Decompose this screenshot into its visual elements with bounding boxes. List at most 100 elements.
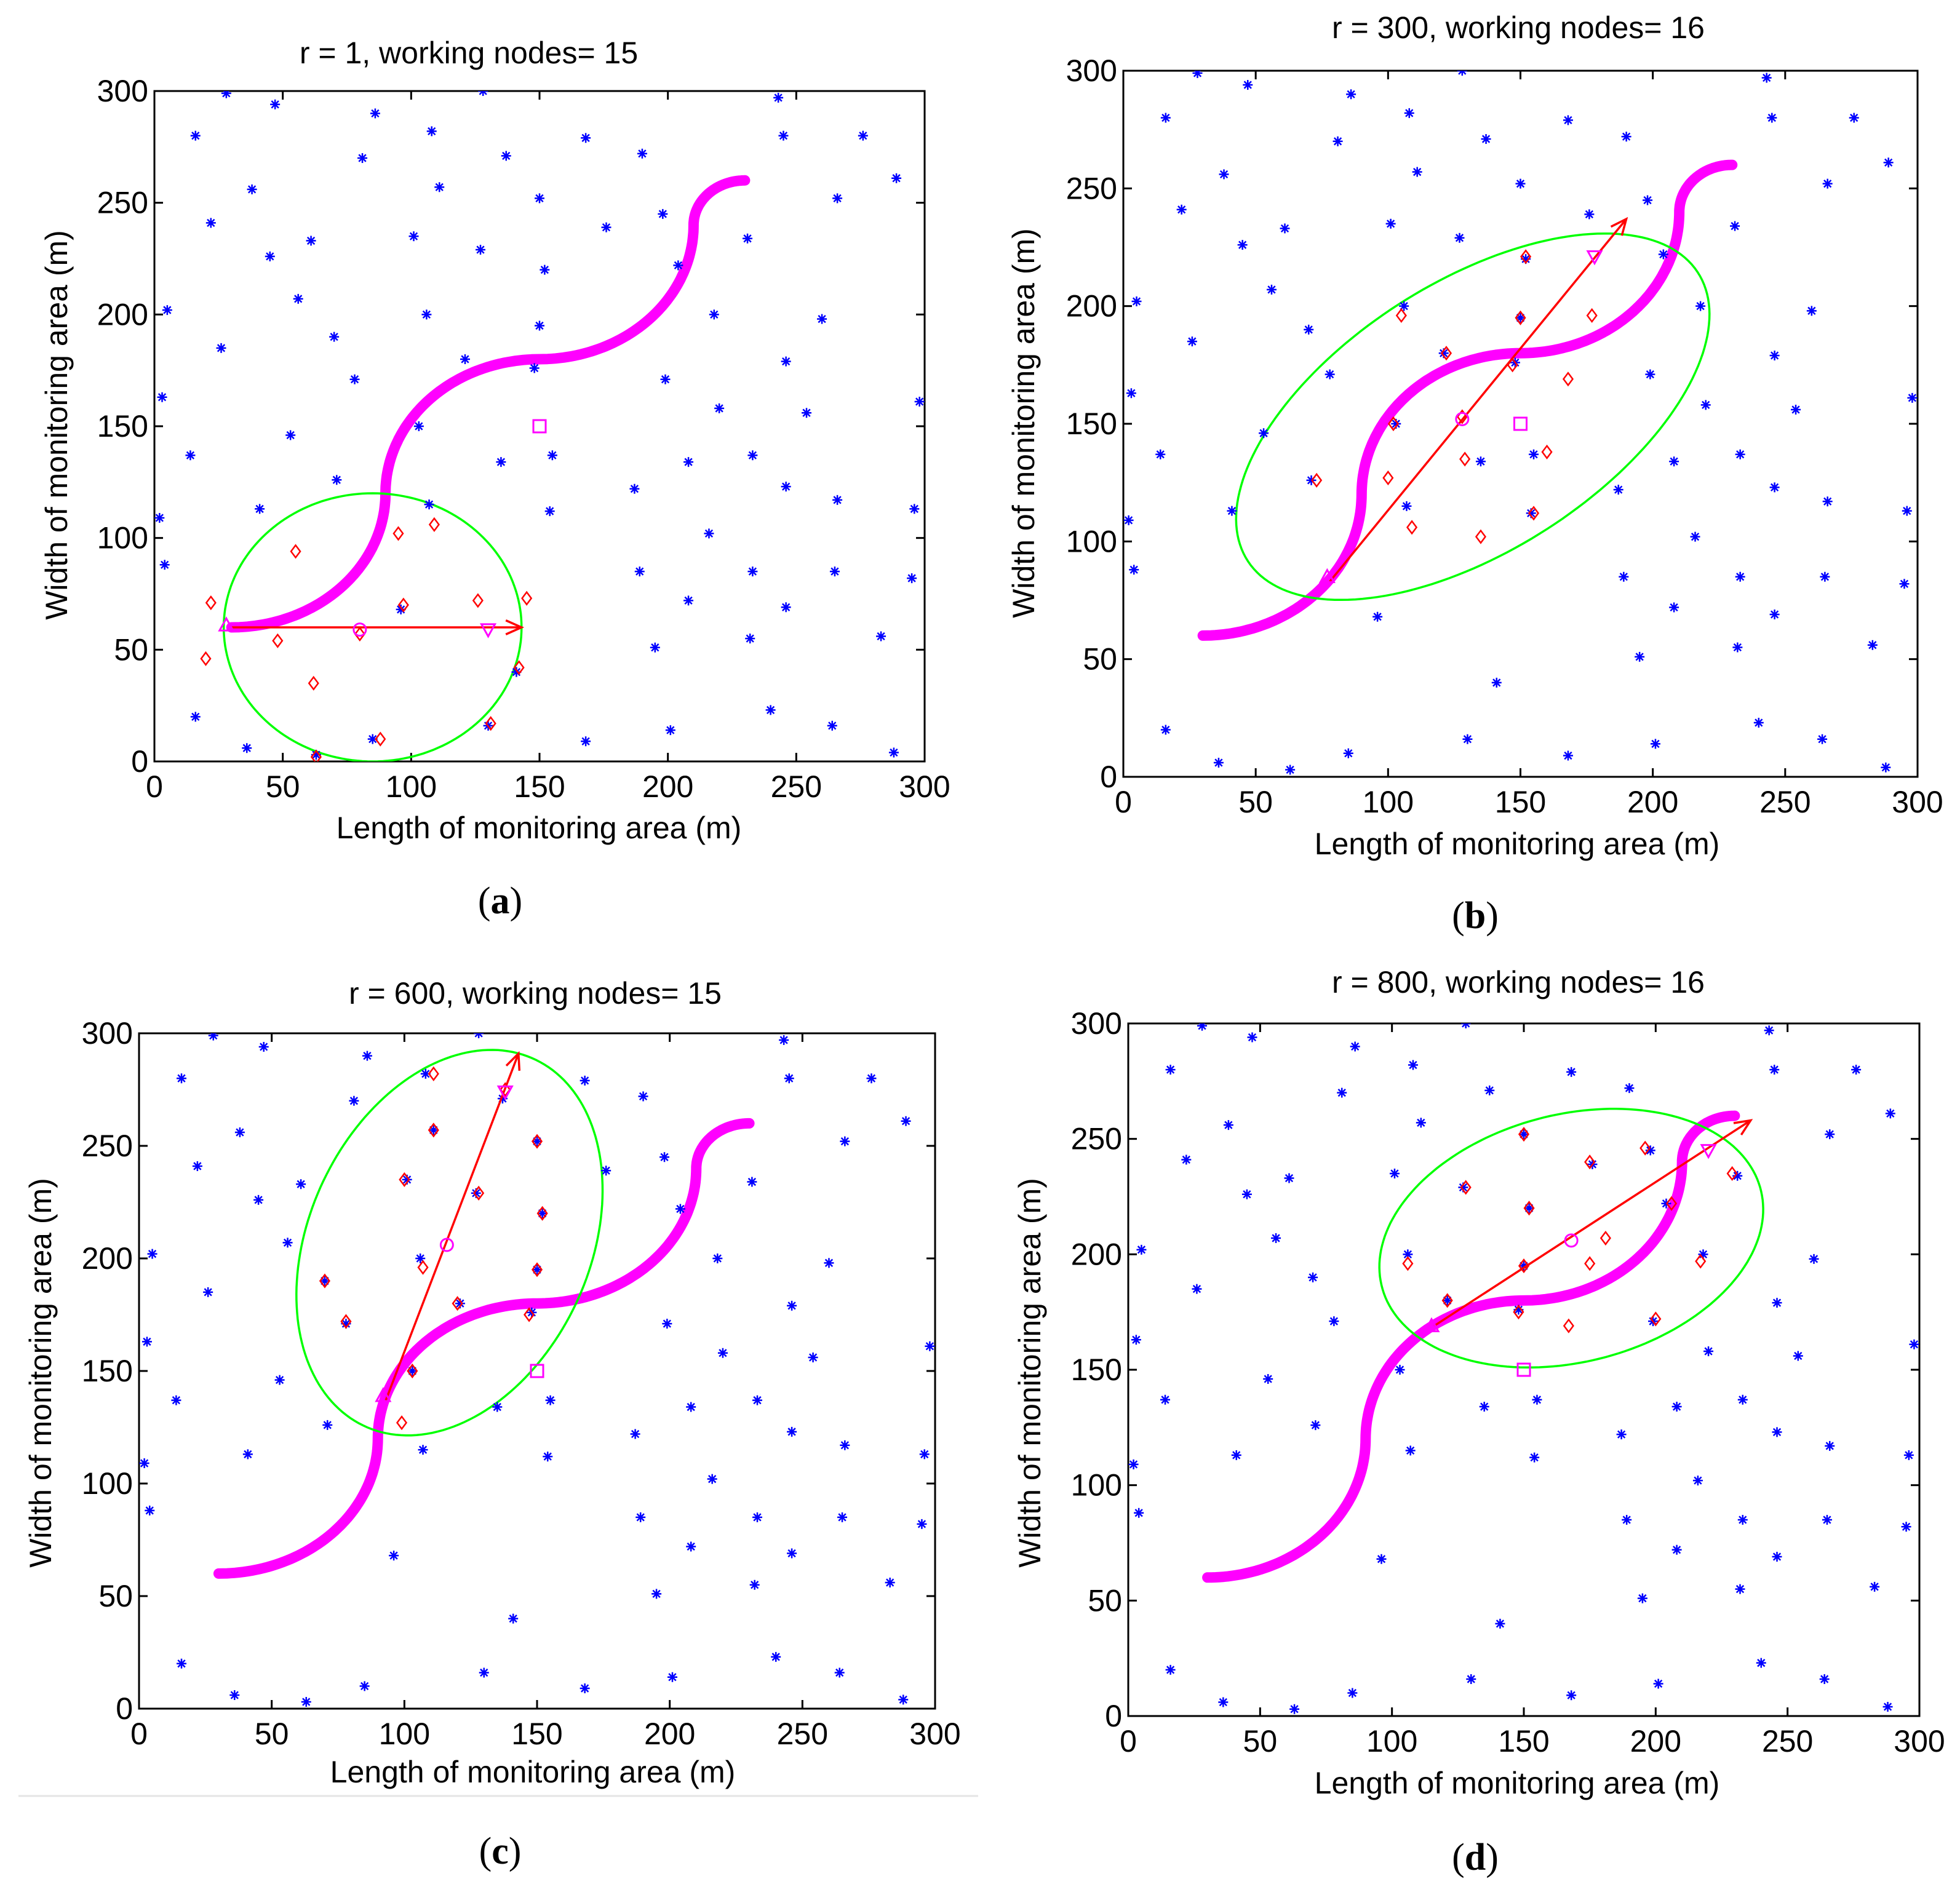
panel-c-node xyxy=(752,1512,763,1522)
panel-a-start-marker xyxy=(218,616,235,632)
panel-a-node xyxy=(426,126,437,137)
panel-c-node xyxy=(638,1091,648,1102)
panel-d-xtick-label: 0 xyxy=(1120,1724,1137,1758)
panel-b-node xyxy=(1907,392,1918,403)
panel-c-node xyxy=(919,1449,930,1460)
panel-d-node xyxy=(1671,1544,1682,1555)
panel-b-node xyxy=(1515,178,1526,189)
panel-d-node xyxy=(1735,1584,1745,1594)
panel-a-caption-letter: a xyxy=(491,880,510,922)
panel-d-node xyxy=(1310,1420,1321,1431)
panel-c-ellipse xyxy=(295,1049,604,1437)
panel-c-node xyxy=(402,1174,412,1185)
panel-b-node xyxy=(1619,571,1629,582)
panel-b-working-node xyxy=(1528,506,1540,521)
panel-c-xtick-label: 200 xyxy=(644,1717,695,1751)
panel-d-arrow-head xyxy=(1733,1119,1753,1136)
panel-c-node xyxy=(779,1035,789,1045)
panel-a-node xyxy=(460,354,470,364)
panel-d-node xyxy=(1160,1394,1171,1405)
panel-b-node xyxy=(1883,157,1894,168)
panel-c-node xyxy=(580,1075,590,1086)
panel-b-arrow-shaft xyxy=(1329,218,1627,582)
panel-c-working-node xyxy=(452,1296,463,1311)
panel-c-node xyxy=(359,1681,370,1691)
panel-b-xlabel: Length of monitoring area (m) xyxy=(1315,827,1720,861)
panel-c-working-node xyxy=(340,1314,352,1329)
panel-d-node xyxy=(1885,1108,1895,1119)
panel-c-ytick-label: 150 xyxy=(82,1354,133,1388)
panel-c-working-node xyxy=(407,1363,418,1379)
panel-c-node xyxy=(834,1667,845,1678)
panel-c: r = 600, working nodes= 15 0 50 100 150 200 2… xyxy=(23,976,961,1872)
panel-d-working-node xyxy=(1639,1140,1651,1156)
panel-d-node xyxy=(1376,1554,1387,1564)
panel-c-working-node xyxy=(428,1122,439,1138)
panel-c-node xyxy=(837,1512,848,1522)
panel-a-node xyxy=(408,231,419,242)
panel-b-node xyxy=(1491,677,1502,688)
panel-a-node xyxy=(704,528,714,539)
panel-c-working-node xyxy=(531,1262,543,1277)
panel-d-node xyxy=(1825,1129,1835,1140)
panel-c-working-node xyxy=(536,1206,548,1221)
panel-a-node xyxy=(765,705,776,715)
panel-a-node xyxy=(221,91,231,98)
panel-c-node xyxy=(787,1426,797,1437)
panel-b-working-node xyxy=(1475,529,1487,544)
panel-a-node xyxy=(709,309,719,320)
panel-d-ytick-label: 250 xyxy=(1071,1122,1122,1156)
panel-b-xtick-label: 100 xyxy=(1363,785,1414,819)
panel-d-ytick-label: 0 xyxy=(1105,1699,1122,1733)
panel-d-node xyxy=(1263,1374,1273,1385)
panel-c-node xyxy=(630,1429,640,1439)
panel-d-node xyxy=(1903,1450,1914,1460)
panel-a-node xyxy=(367,734,378,744)
panel-d-working-node xyxy=(1584,1154,1596,1170)
panel-b-node xyxy=(1769,609,1780,619)
panel-c-node xyxy=(840,1136,850,1146)
panel-a-node xyxy=(424,499,434,510)
panel-a-data xyxy=(154,91,925,761)
panel-a-ellipse xyxy=(222,492,523,761)
panel-b-node xyxy=(1343,748,1353,758)
panel-c-node xyxy=(177,1658,187,1669)
panel-c-node xyxy=(808,1353,818,1363)
panel-c-node xyxy=(428,1125,439,1135)
panel-a-working-node xyxy=(308,675,319,691)
panel-c-node xyxy=(925,1341,935,1351)
panel-d-node xyxy=(1165,1065,1176,1075)
panel-c-end-marker xyxy=(496,1085,514,1101)
panel-c-node xyxy=(885,1578,895,1588)
panel-d-node xyxy=(1519,1261,1529,1271)
panel-a-ytick-label: 200 xyxy=(97,297,148,332)
panel-c-ytick-label: 300 xyxy=(82,1016,133,1051)
panel-c-working-node xyxy=(473,1185,485,1201)
panel-a-node xyxy=(909,504,920,514)
panel-c-node xyxy=(471,1188,481,1198)
panel-b-node xyxy=(1881,762,1891,773)
panel-b-xtick-label: 50 xyxy=(1238,785,1273,819)
panel-d-title: r = 800, working nodes= 16 xyxy=(1332,965,1705,999)
panel-a-node xyxy=(496,457,506,467)
panel-d-node xyxy=(1909,1339,1919,1349)
panel-c-node xyxy=(492,1402,503,1412)
panel-d-square-marker xyxy=(1516,1362,1531,1377)
panel-d-ytick-label: 300 xyxy=(1071,1006,1122,1041)
panel-d-node xyxy=(1698,1249,1708,1260)
panel-a-node xyxy=(747,450,758,461)
panel-c-node xyxy=(824,1258,834,1268)
panel-b-ytick-label: 100 xyxy=(1066,524,1117,558)
panel-c-ytick-label: 200 xyxy=(82,1241,133,1276)
panel-a-node xyxy=(673,260,683,271)
panel-b-node xyxy=(1385,218,1396,229)
panel-a-node xyxy=(413,421,424,431)
panel-a-xtick-label: 300 xyxy=(899,769,950,804)
panel-a-node xyxy=(907,573,917,584)
panel-c-ytick-label: 250 xyxy=(82,1129,133,1163)
panel-d-node xyxy=(1442,1295,1452,1306)
panel-b-node xyxy=(1849,113,1859,123)
panel-a-xtick-label: 200 xyxy=(642,769,693,804)
panel-a-node xyxy=(743,233,753,244)
panel-b-working-node xyxy=(1541,444,1553,460)
